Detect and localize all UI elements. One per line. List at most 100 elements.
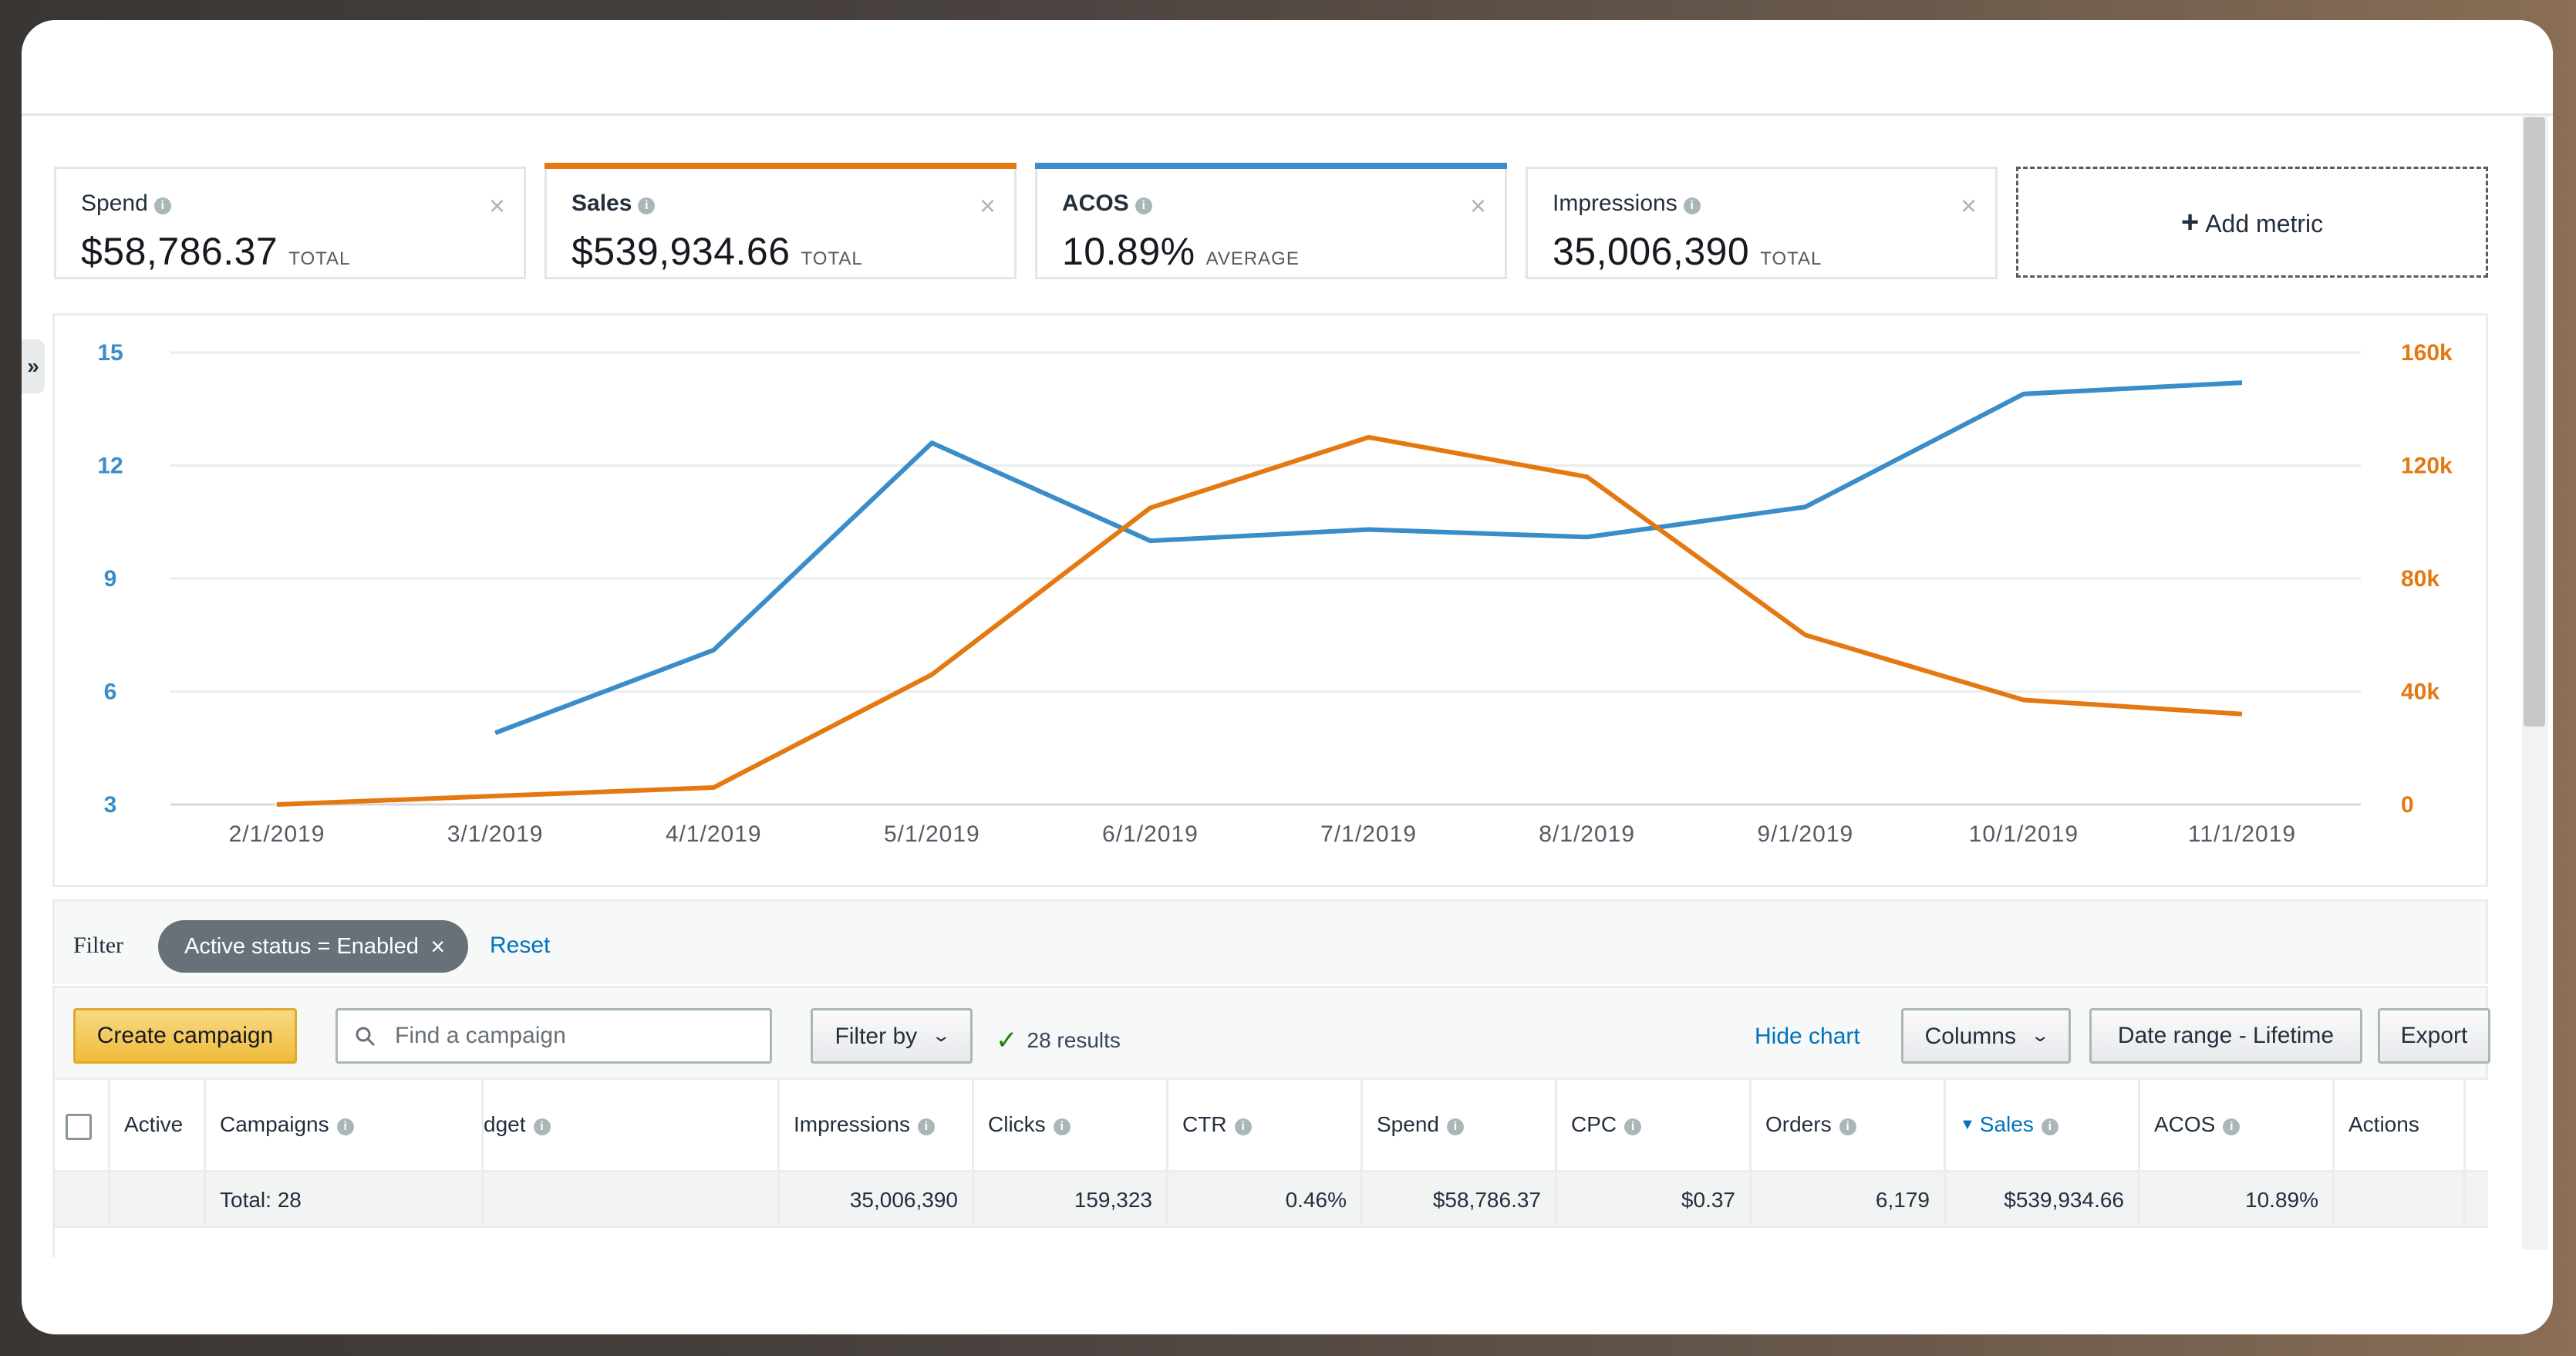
- close-icon[interactable]: ×: [979, 190, 996, 221]
- total-cell-label: Total: 28: [206, 1172, 484, 1226]
- total-cell-active: [110, 1172, 206, 1226]
- x-axis-tick-label: 10/1/2019: [1969, 821, 2079, 847]
- reset-link[interactable]: Reset: [490, 933, 551, 958]
- info-icon[interactable]: i: [2223, 1118, 2241, 1135]
- info-icon[interactable]: i: [1446, 1118, 1464, 1135]
- metric-value: 35,006,390 TOTAL: [1553, 229, 1822, 274]
- header-text: Spend: [1377, 1112, 1439, 1136]
- info-icon[interactable]: i: [1234, 1118, 1252, 1135]
- info-icon[interactable]: i: [1135, 197, 1152, 214]
- scrollbar-thumb[interactable]: [2524, 117, 2545, 727]
- info-icon[interactable]: i: [533, 1118, 551, 1135]
- close-icon[interactable]: ×: [1469, 190, 1486, 221]
- metric-tile-acos[interactable]: ACOS i 10.89% AVERAGE ×: [1035, 163, 1507, 279]
- search-input[interactable]: Find a campaign: [335, 1008, 772, 1064]
- header-label: CPC i: [1571, 1112, 1642, 1137]
- left-axis-tick-label: 15: [97, 340, 123, 366]
- info-icon[interactable]: i: [1683, 197, 1701, 214]
- header-label: Impressions i: [794, 1112, 935, 1137]
- top-bar: [22, 20, 2553, 116]
- date-range-button[interactable]: Date range - Lifetime: [2089, 1008, 2362, 1064]
- chart-svg: 15 160k 12 120k 9 80k 6 40k 3 0 2/1/2019 3/1/2019 4/…: [97, 340, 2453, 847]
- header-label: ACOS i: [2154, 1112, 2241, 1137]
- close-icon[interactable]: ×: [1960, 190, 1977, 221]
- header-select-all: [55, 1080, 110, 1170]
- header-budget[interactable]: dget i: [484, 1080, 780, 1170]
- metric-accent-bar: [1035, 163, 1507, 169]
- create-campaign-button[interactable]: Create campaign: [73, 1008, 297, 1064]
- expand-sidebar-handle[interactable]: »: [22, 339, 45, 393]
- metric-value: $539,934.66 TOTAL: [572, 229, 863, 274]
- metric-tile-impressions[interactable]: Impressions i 35,006,390 TOTAL ×: [1526, 167, 1998, 279]
- header-clicks[interactable]: Clicks i: [974, 1080, 1168, 1170]
- columns-label: Columns: [1924, 1024, 2016, 1049]
- add-metric-button[interactable]: + Add metric: [2016, 167, 2488, 278]
- header-label: CTR i: [1182, 1112, 1252, 1137]
- total-cell-spend: $58,786.37: [1363, 1172, 1557, 1226]
- header-text: Sales: [1979, 1112, 2034, 1136]
- right-axis-tick-label: 120k: [2401, 454, 2453, 479]
- info-icon[interactable]: i: [917, 1118, 935, 1135]
- header-text: ACOS: [2154, 1112, 2216, 1136]
- results-count: ✓ 28 results: [996, 1025, 1121, 1056]
- header-acos[interactable]: ACOS i: [2140, 1080, 2335, 1170]
- filter-chip-active-status[interactable]: Active status = Enabled ×: [158, 920, 468, 973]
- header-sales[interactable]: ▼ Sales i: [1946, 1080, 2140, 1170]
- metric-unit: TOTAL: [1760, 248, 1822, 269]
- filter-by-label: Filter by: [835, 1024, 918, 1049]
- total-label: Total: 28: [220, 1188, 302, 1212]
- header-active[interactable]: Active: [110, 1080, 206, 1170]
- metric-tile-spend[interactable]: Spend i $58,786.37 TOTAL ×: [54, 167, 526, 279]
- total-cell-budget: [484, 1172, 780, 1226]
- header-label: Active: [124, 1112, 184, 1136]
- header-text: CTR: [1182, 1112, 1227, 1136]
- filter-label: Filter: [73, 933, 123, 958]
- info-icon[interactable]: i: [336, 1118, 354, 1135]
- results-text: 28 results: [1027, 1028, 1121, 1052]
- x-axis-tick-label: 2/1/2019: [229, 821, 325, 847]
- select-all-checkbox[interactable]: [66, 1114, 92, 1140]
- metric-name: ACOS i: [1062, 191, 1152, 217]
- columns-dropdown[interactable]: Columns ⌄: [1901, 1008, 2071, 1064]
- x-axis-tick-label: 5/1/2019: [884, 821, 980, 847]
- close-icon[interactable]: ×: [488, 190, 505, 221]
- left-axis-tick-label: 9: [104, 566, 117, 592]
- info-icon[interactable]: i: [1053, 1118, 1071, 1135]
- header-impressions[interactable]: Impressions i: [780, 1080, 974, 1170]
- filter-by-dropdown[interactable]: Filter by ⌄: [811, 1008, 973, 1064]
- metric-value: $58,786.37 TOTAL: [81, 229, 350, 274]
- metric-name-text: ACOS: [1062, 191, 1129, 216]
- total-cell-sales: $539,934.66: [1946, 1172, 2140, 1226]
- header-label: Spend i: [1377, 1112, 1464, 1137]
- close-icon[interactable]: ×: [430, 933, 445, 960]
- info-icon[interactable]: i: [2041, 1118, 2058, 1135]
- plus-icon: +: [2180, 205, 2200, 239]
- export-button[interactable]: Export: [2378, 1008, 2490, 1064]
- search-icon: [356, 1027, 376, 1047]
- total-value: 0.46%: [1285, 1188, 1347, 1212]
- filter-bar: Filter Active status = Enabled × Reset: [52, 899, 2488, 984]
- metric-name-text: Impressions: [1553, 191, 1677, 216]
- header-actions: Actions: [2335, 1080, 2466, 1170]
- metric-value-text: $539,934.66: [572, 230, 791, 273]
- left-axis-tick-label: 3: [104, 792, 117, 818]
- metric-tile-sales[interactable]: Sales i $539,934.66 TOTAL ×: [545, 163, 1017, 279]
- info-icon[interactable]: i: [638, 197, 656, 214]
- info-icon[interactable]: i: [1624, 1118, 1642, 1135]
- x-axis-tick-label: 9/1/2019: [1757, 821, 1853, 847]
- metric-name-text: Sales: [572, 191, 632, 216]
- header-campaigns[interactable]: Campaigns i: [206, 1080, 484, 1170]
- metric-value-text: 35,006,390: [1553, 230, 1750, 273]
- x-axis-tick-label: 3/1/2019: [447, 821, 544, 847]
- campaigns-table: Active Campaigns i dget i Impressions i Cli…: [52, 1080, 2488, 1257]
- table-header-row: Active Campaigns i dget i Impressions i Cli…: [55, 1080, 2488, 1172]
- header-ctr[interactable]: CTR i: [1168, 1080, 1363, 1170]
- header-text: Orders: [1765, 1112, 1832, 1136]
- info-icon[interactable]: i: [1839, 1118, 1856, 1135]
- header-orders[interactable]: Orders i: [1752, 1080, 1946, 1170]
- hide-chart-link[interactable]: Hide chart: [1755, 1024, 1860, 1049]
- total-cell-select: [55, 1172, 110, 1226]
- header-cpc[interactable]: CPC i: [1557, 1080, 1752, 1170]
- header-spend[interactable]: Spend i: [1363, 1080, 1557, 1170]
- info-icon[interactable]: i: [153, 197, 171, 214]
